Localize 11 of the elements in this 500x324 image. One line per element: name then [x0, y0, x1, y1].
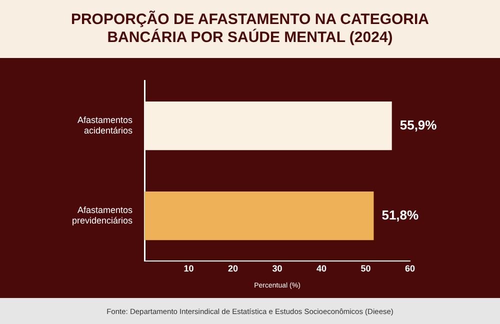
data-label: 51,8%: [382, 207, 420, 222]
x-tick-label: 50: [360, 264, 371, 274]
y-tick-label: Afastamentos acidentários: [78, 114, 134, 136]
x-tick-label: 40: [316, 264, 327, 274]
x-tick-label: 60: [404, 264, 416, 274]
y-tick-label: Afastamentos previdenciários: [72, 204, 134, 226]
x-tick-label: 10: [184, 264, 194, 274]
x-tick-label: 30: [272, 264, 282, 274]
x-tick-label: 20: [228, 264, 238, 274]
data-label: 55,9%: [400, 117, 438, 132]
chart-title: PROPORÇÃO DE AFASTAMENTO NA CATEGORIA BANCÁRIA POR SAÚDE MENTAL (2024): [0, 0, 500, 58]
